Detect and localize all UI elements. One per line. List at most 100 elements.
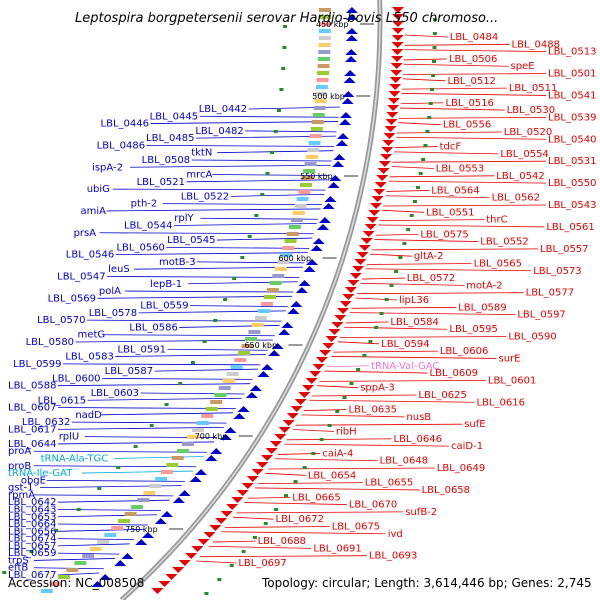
cog-feature bbox=[269, 281, 282, 285]
cog-feature bbox=[313, 106, 326, 110]
forward-feature bbox=[391, 21, 404, 27]
label-connector bbox=[245, 130, 337, 133]
reverse-feature bbox=[310, 245, 323, 251]
gene-label: rplY bbox=[174, 213, 194, 224]
gene-label: thrC bbox=[486, 215, 507, 226]
forward-feature bbox=[358, 245, 371, 251]
map-title: Leptospira borgpetersenii serovar Hardjo… bbox=[75, 11, 498, 26]
reverse-feature bbox=[345, 28, 358, 34]
green-dot bbox=[252, 536, 257, 539]
label-connector bbox=[87, 397, 242, 401]
forward-feature bbox=[352, 266, 365, 272]
gene-label: LBL_0508 bbox=[142, 155, 190, 166]
gene-label: amiA bbox=[81, 206, 107, 217]
gene-label: LBL_0589 bbox=[458, 302, 506, 313]
label-connector bbox=[404, 34, 448, 38]
gene-label: LBL_0597 bbox=[517, 310, 565, 321]
kbp-tick-label: 700 kbp bbox=[195, 432, 228, 441]
gene-label: LBL_0547 bbox=[57, 271, 105, 282]
gene-label: caiD-1 bbox=[451, 441, 483, 452]
reverse-feature bbox=[271, 343, 284, 349]
cog-feature bbox=[294, 204, 307, 208]
reverse-feature bbox=[135, 539, 148, 545]
label-connector bbox=[101, 412, 234, 416]
green-dot bbox=[279, 88, 284, 91]
gene-label: LBL_0657 bbox=[8, 541, 56, 552]
green-dot bbox=[274, 508, 279, 511]
reverse-feature bbox=[141, 532, 154, 538]
gene-label: LBL_0573 bbox=[533, 266, 581, 277]
cog-feature bbox=[263, 295, 276, 299]
label-connector bbox=[385, 195, 490, 199]
gene-label: tktN bbox=[191, 148, 212, 159]
label-connector bbox=[33, 558, 115, 561]
label-connector bbox=[57, 509, 161, 511]
label-connector bbox=[400, 107, 505, 111]
reverse-feature bbox=[332, 161, 345, 167]
reverse-feature bbox=[336, 133, 349, 139]
green-dot bbox=[190, 361, 195, 364]
reverse-feature bbox=[303, 266, 316, 272]
forward-feature bbox=[286, 413, 299, 419]
gene-label: LBL_0693 bbox=[369, 551, 417, 562]
label-connector bbox=[379, 219, 485, 222]
reverse-feature bbox=[335, 140, 348, 146]
forward-feature bbox=[342, 294, 355, 300]
gene-label: LBL_0578 bbox=[89, 308, 137, 319]
gene-label: LBL_0616 bbox=[477, 397, 525, 408]
gene-label: LBL_0607 bbox=[8, 403, 56, 414]
reverse-feature bbox=[281, 322, 294, 328]
gene-label: LBL_0540 bbox=[548, 134, 596, 145]
green-dot bbox=[394, 270, 399, 273]
gene-label: LBL_0594 bbox=[381, 339, 429, 350]
forward-feature bbox=[391, 7, 404, 13]
gene-label: LBL_0522 bbox=[181, 191, 229, 202]
cog-feature bbox=[277, 260, 290, 264]
gene-label: LBL_0675 bbox=[332, 521, 380, 532]
kbp-tick-label: 450 kbp bbox=[316, 20, 349, 29]
backbone-ring bbox=[119, 0, 383, 600]
gene-label: metG bbox=[78, 330, 106, 341]
cog-feature bbox=[226, 372, 239, 376]
reverse-feature bbox=[345, 7, 358, 13]
gene-label: leuS bbox=[108, 264, 130, 275]
gene-label: LBL_0446 bbox=[101, 119, 149, 130]
green-dot bbox=[319, 438, 324, 441]
forward-feature bbox=[158, 581, 171, 587]
forward-feature bbox=[185, 553, 198, 559]
green-dot bbox=[431, 60, 436, 63]
gene-label: LBL_0551 bbox=[426, 207, 474, 218]
gene-label: LBL_0520 bbox=[504, 127, 552, 138]
green-dot bbox=[282, 25, 287, 28]
forward-feature bbox=[165, 574, 178, 580]
cog-feature bbox=[205, 407, 218, 411]
label-connector bbox=[33, 494, 174, 497]
gene-label: LBL_0599 bbox=[13, 359, 61, 370]
label-connector bbox=[199, 555, 367, 558]
cog-feature bbox=[284, 239, 297, 243]
cog-feature bbox=[111, 526, 124, 530]
label-connector bbox=[224, 526, 330, 528]
gene-label: motB-3 bbox=[159, 257, 196, 268]
forward-feature bbox=[376, 175, 389, 181]
gene-label: LBL_0697 bbox=[238, 558, 286, 569]
gene-label: LBL_0583 bbox=[65, 352, 113, 363]
cog-feature bbox=[230, 365, 243, 369]
gene-label: LBL_0688 bbox=[258, 536, 306, 547]
label-connector bbox=[268, 467, 435, 470]
label-connector bbox=[57, 528, 144, 532]
gene-label: LBL_0587 bbox=[105, 366, 153, 377]
gene-label: ivd bbox=[388, 529, 403, 540]
reverse-feature bbox=[344, 56, 357, 62]
label-connector bbox=[344, 326, 448, 330]
forward-feature bbox=[334, 315, 347, 321]
forward-feature bbox=[387, 98, 400, 104]
green-dot bbox=[202, 340, 207, 343]
cog-feature bbox=[304, 162, 317, 166]
label-connector bbox=[324, 370, 428, 374]
reverse-feature bbox=[114, 560, 127, 566]
label-connector bbox=[258, 482, 363, 485]
green-dot bbox=[273, 130, 278, 133]
forward-feature bbox=[298, 392, 311, 398]
